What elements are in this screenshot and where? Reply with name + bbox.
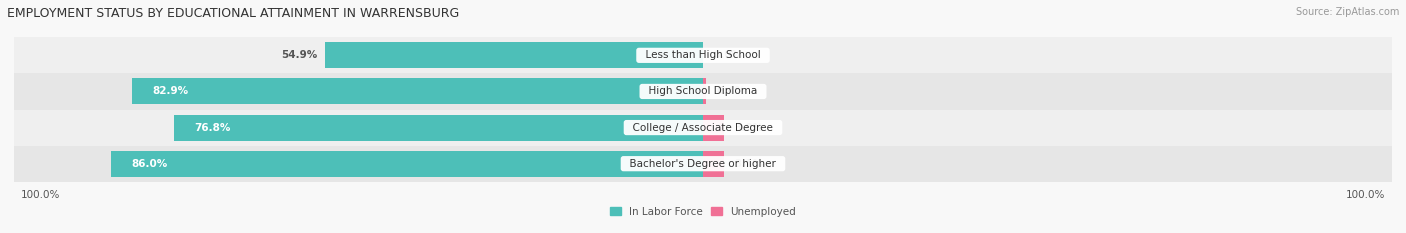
Text: 100.0%: 100.0% <box>1346 190 1385 200</box>
Text: EMPLOYMENT STATUS BY EDUCATIONAL ATTAINMENT IN WARRENSBURG: EMPLOYMENT STATUS BY EDUCATIONAL ATTAINM… <box>7 7 460 20</box>
Bar <box>703 79 706 104</box>
Bar <box>703 151 724 177</box>
Text: 82.9%: 82.9% <box>152 86 188 96</box>
Text: Source: ZipAtlas.com: Source: ZipAtlas.com <box>1295 7 1399 17</box>
Text: High School Diploma: High School Diploma <box>643 86 763 96</box>
Bar <box>174 115 703 140</box>
Bar <box>14 37 1392 73</box>
Bar <box>703 115 724 140</box>
Bar <box>14 73 1392 110</box>
Text: College / Associate Degree: College / Associate Degree <box>626 123 780 133</box>
Text: 0.0%: 0.0% <box>713 50 742 60</box>
Legend: In Labor Force, Unemployed: In Labor Force, Unemployed <box>610 207 796 217</box>
Bar <box>325 42 703 68</box>
Bar <box>14 146 1392 182</box>
Text: 76.8%: 76.8% <box>194 123 231 133</box>
Text: 0.4%: 0.4% <box>716 86 745 96</box>
Text: 54.9%: 54.9% <box>281 50 318 60</box>
Text: 3.0%: 3.0% <box>734 123 763 133</box>
Text: 3.1%: 3.1% <box>735 159 763 169</box>
Text: 86.0%: 86.0% <box>131 159 167 169</box>
Bar <box>111 151 703 177</box>
Bar <box>14 110 1392 146</box>
Text: 100.0%: 100.0% <box>21 190 60 200</box>
Bar <box>132 79 703 104</box>
Text: Bachelor's Degree or higher: Bachelor's Degree or higher <box>623 159 783 169</box>
Text: Less than High School: Less than High School <box>638 50 768 60</box>
